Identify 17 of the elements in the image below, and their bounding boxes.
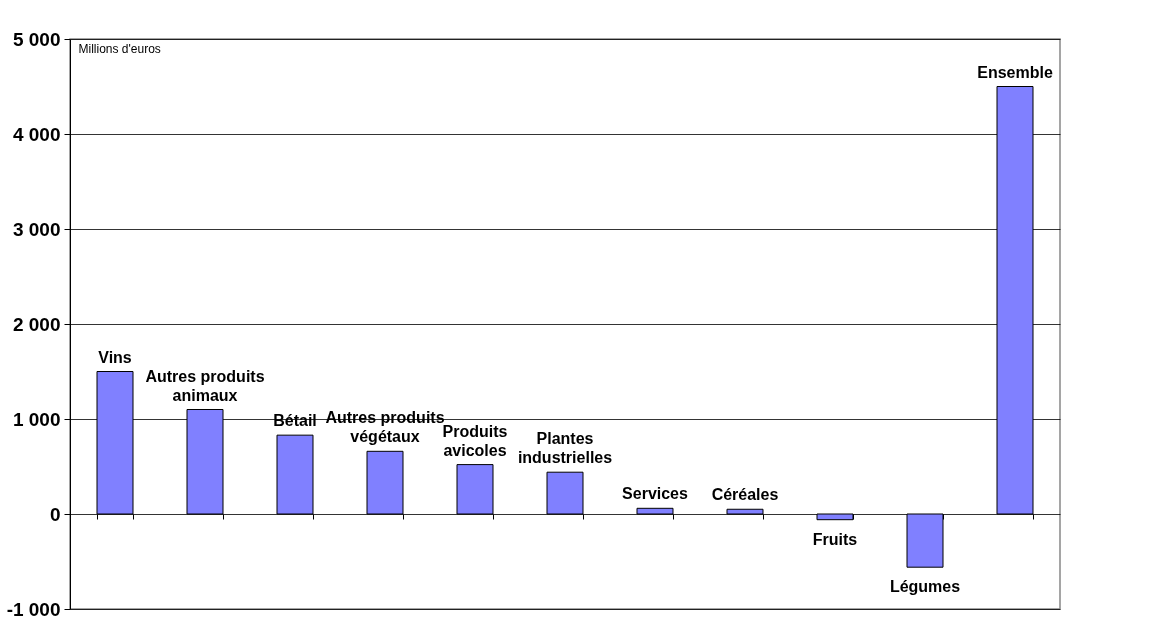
y-tick-label: 5 000 xyxy=(12,28,61,50)
y-tick-label: 2 000 xyxy=(12,313,61,335)
y-axis-title: Millions d'euros xyxy=(78,41,161,56)
x-tick-label: Céréales xyxy=(711,486,779,504)
x-tick-label: Services xyxy=(622,485,689,503)
x-tick-label: Fruits xyxy=(812,530,858,548)
x-tick-label: Plantes industrielles xyxy=(517,430,613,467)
y-tick-label: -1 000 xyxy=(6,598,61,620)
x-tick-label: Vins xyxy=(98,348,132,366)
y-tick-label: 0 xyxy=(49,503,61,525)
x-tick-label: Produits avicoles xyxy=(442,422,508,459)
y-tick-label: 4 000 xyxy=(12,123,61,145)
y-tick-label: 3 000 xyxy=(12,218,61,240)
y-tick-label: 1 000 xyxy=(12,408,61,430)
x-tick-label: Autres produits animaux xyxy=(145,367,265,404)
x-tick-label: Ensemble xyxy=(977,63,1053,81)
x-tick-label: Légumes xyxy=(889,578,961,596)
